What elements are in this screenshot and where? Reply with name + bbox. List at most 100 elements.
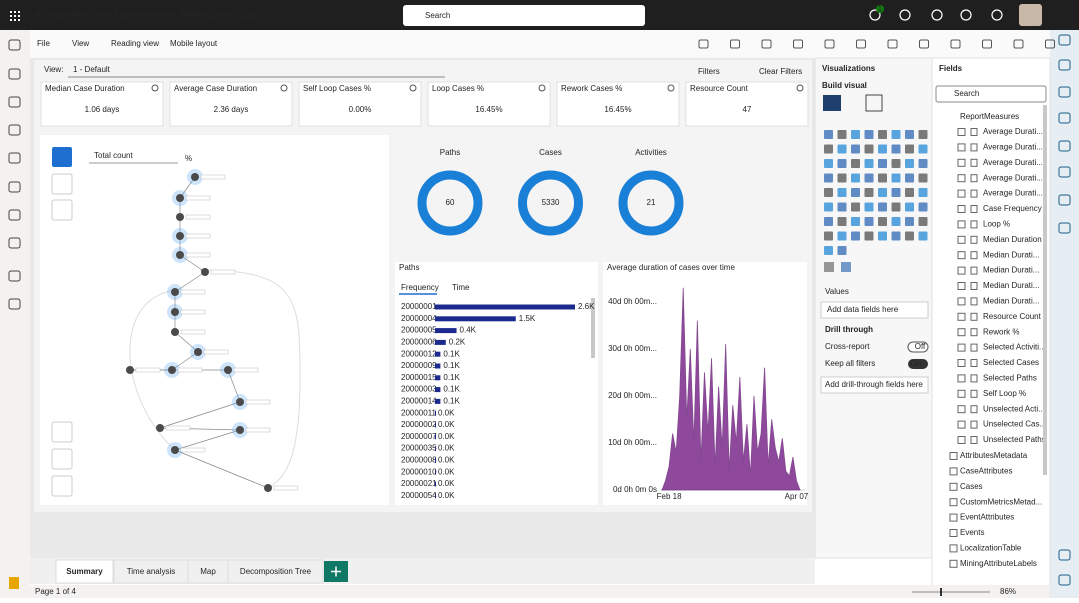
checkbox[interactable] (957, 343, 966, 352)
measure[interactable]: Loop % (983, 220, 1010, 229)
activity-node[interactable] (194, 348, 202, 356)
visual-icon[interactable] (851, 173, 860, 183)
table[interactable]: EventAttributes (960, 513, 1014, 522)
page-tab[interactable] (55, 559, 114, 584)
measure[interactable]: Selected Cases (983, 358, 1039, 367)
visual-icon[interactable] (837, 173, 847, 183)
bar[interactable] (435, 434, 436, 440)
bar[interactable] (435, 398, 441, 404)
visual-icon[interactable] (864, 202, 874, 212)
measure[interactable]: Median Durati... (983, 297, 1039, 306)
checkbox[interactable] (957, 220, 966, 229)
visual-icon[interactable] (851, 188, 860, 197)
toolbar-icon[interactable] (950, 39, 961, 49)
measure[interactable]: Average Durati... (983, 127, 1043, 136)
checkbox[interactable] (957, 420, 966, 429)
activity-node[interactable] (236, 398, 244, 406)
visual-icon[interactable] (824, 202, 833, 212)
nav-icon[interactable] (8, 298, 21, 310)
visual-icon[interactable] (891, 159, 901, 168)
toolbar-icon[interactable] (982, 39, 992, 49)
measure[interactable]: Unselected Cas... (983, 420, 1046, 429)
nav-icon[interactable] (8, 209, 21, 221)
measure[interactable]: Median Durati... (983, 250, 1039, 259)
toolbar-icon[interactable] (1013, 39, 1024, 49)
search-box[interactable] (403, 5, 645, 26)
top-icon[interactable] (931, 9, 943, 21)
visual-icon[interactable] (824, 188, 833, 197)
viz-tool[interactable] (824, 262, 834, 272)
visual-icon[interactable] (891, 217, 901, 226)
checkbox[interactable] (957, 436, 966, 444)
measure[interactable]: Average Durati... (983, 189, 1043, 198)
visual-icon[interactable] (864, 173, 874, 183)
filters[interactable]: Filters (698, 67, 720, 76)
visual-icon[interactable] (918, 188, 928, 197)
build-icon[interactable] (823, 95, 841, 111)
checkbox[interactable] (957, 359, 966, 367)
visual-icon[interactable] (878, 231, 887, 241)
bar[interactable] (435, 410, 436, 416)
bar[interactable] (435, 457, 436, 463)
visual-icon[interactable] (837, 202, 847, 212)
visual-icon[interactable] (824, 159, 833, 168)
visual-icon[interactable] (864, 159, 874, 168)
side-icon[interactable] (1058, 222, 1071, 234)
visual-icon[interactable] (824, 246, 833, 255)
activity-node[interactable] (171, 446, 179, 454)
bar[interactable] (435, 469, 436, 475)
activity-node[interactable] (224, 366, 232, 374)
visual-icon[interactable] (905, 159, 914, 168)
measure-dropdown[interactable]: Total count (94, 151, 133, 160)
visual-icon[interactable] (824, 217, 833, 226)
table[interactable]: Events (960, 528, 984, 537)
checkbox[interactable] (957, 251, 966, 260)
checkbox[interactable] (957, 405, 966, 414)
visual-icon[interactable] (918, 217, 928, 226)
toggle-off[interactable] (907, 341, 929, 353)
visual-icon[interactable] (837, 246, 847, 255)
visual-icon[interactable] (837, 144, 847, 154)
measure[interactable]: Median Durati... (983, 281, 1039, 290)
visual-icon[interactable] (864, 217, 874, 226)
viz-tool[interactable] (841, 262, 851, 272)
visual-icon[interactable] (905, 217, 914, 226)
visual-icon[interactable] (824, 173, 833, 183)
bar[interactable] (435, 328, 457, 334)
visual-icon[interactable] (891, 144, 901, 154)
visual-icon[interactable] (824, 130, 833, 139)
checkbox[interactable] (957, 389, 966, 398)
checkbox[interactable] (957, 189, 966, 198)
visual-icon[interactable] (918, 130, 928, 139)
map-button[interactable] (51, 475, 73, 497)
visual-icon[interactable] (851, 130, 860, 139)
visual-icon[interactable] (918, 173, 928, 183)
toolbar-icon[interactable] (824, 39, 835, 49)
format-icon[interactable] (865, 94, 883, 112)
activity-node[interactable] (264, 484, 272, 492)
tab-time[interactable]: Time (452, 283, 470, 292)
visual-icon[interactable] (878, 159, 887, 168)
menu-item[interactable]: Reading view (111, 39, 159, 48)
workspace[interactable]: G... (300, 10, 313, 19)
activity-node[interactable] (176, 251, 184, 259)
menu-item[interactable]: Mobile layout (170, 39, 218, 48)
visual-icon[interactable] (864, 231, 874, 241)
bar[interactable] (435, 481, 436, 487)
measure[interactable]: Selected Activiti... (983, 343, 1046, 352)
bar[interactable] (435, 304, 575, 310)
checkbox[interactable] (957, 205, 966, 213)
tab-frequency[interactable]: Frequency (401, 283, 439, 292)
visual-icon[interactable] (891, 188, 901, 197)
visual-icon[interactable] (851, 159, 860, 168)
activity-node[interactable] (126, 366, 134, 374)
visual-icon[interactable] (905, 144, 914, 154)
visual-icon[interactable] (824, 231, 833, 241)
checkbox[interactable] (957, 297, 966, 306)
visual-icon[interactable] (878, 144, 887, 154)
map-button[interactable] (51, 421, 73, 443)
visual-icon[interactable] (824, 144, 833, 154)
measure[interactable]: Resource Count (983, 312, 1042, 321)
activity-node[interactable] (176, 194, 184, 202)
checkbox[interactable] (957, 312, 966, 321)
